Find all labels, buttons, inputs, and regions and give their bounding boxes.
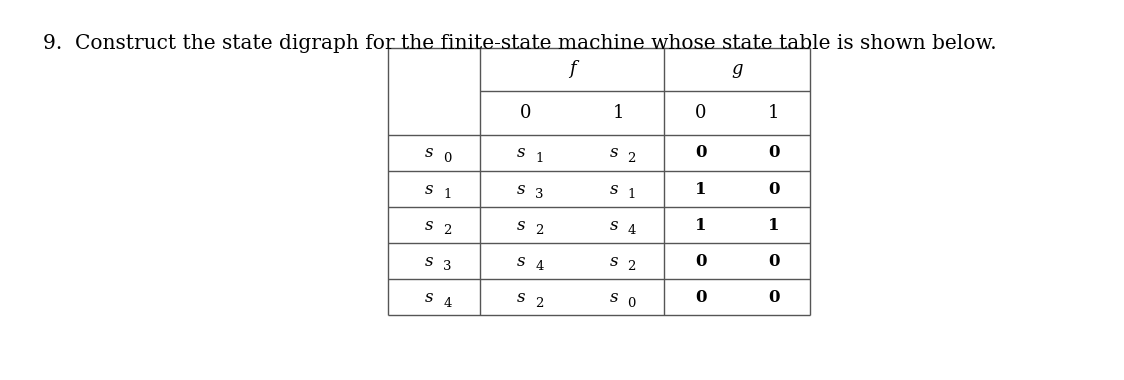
Text: 1: 1 [768,217,780,234]
Text: s: s [425,217,434,234]
Text: 9.  Construct the state digraph for the finite-state machine whose state table i: 9. Construct the state digraph for the f… [43,34,996,53]
Text: s: s [517,217,526,234]
Text: 2: 2 [443,224,452,238]
Text: g: g [732,60,743,78]
Text: s: s [517,180,526,198]
Text: s: s [425,144,434,162]
Text: s: s [609,289,618,306]
Text: 4: 4 [535,260,544,274]
Text: s: s [425,180,434,198]
Text: 2: 2 [535,224,544,238]
Text: 3: 3 [535,188,544,201]
Text: 0: 0 [627,296,636,310]
Text: s: s [609,217,618,234]
Text: 4: 4 [627,224,636,238]
Text: 0: 0 [695,104,707,122]
Text: 0: 0 [520,104,532,122]
Text: 0: 0 [695,253,707,270]
Text: s: s [609,180,618,198]
Text: s: s [425,253,434,270]
Text: 0: 0 [768,144,780,162]
Text: 1: 1 [768,104,780,122]
Text: 0: 0 [768,253,780,270]
Text: 1: 1 [535,152,544,165]
Text: 1: 1 [613,104,624,122]
Text: s: s [517,144,526,162]
Text: 4: 4 [443,296,452,310]
Text: s: s [609,144,618,162]
Text: 0: 0 [768,289,780,306]
Text: f: f [569,60,575,78]
Text: 3: 3 [443,260,452,274]
Text: 1: 1 [695,217,707,234]
Text: 1: 1 [627,188,636,201]
Text: 0: 0 [695,289,707,306]
Text: s: s [425,289,434,306]
Text: 0: 0 [443,152,452,165]
Text: 2: 2 [627,152,636,165]
Text: s: s [609,253,618,270]
Text: s: s [517,253,526,270]
Text: 2: 2 [627,260,636,274]
Text: s: s [517,289,526,306]
Text: 1: 1 [695,180,707,198]
Text: 0: 0 [768,180,780,198]
Text: 2: 2 [535,296,544,310]
Text: 1: 1 [443,188,452,201]
Text: 0: 0 [695,144,707,162]
